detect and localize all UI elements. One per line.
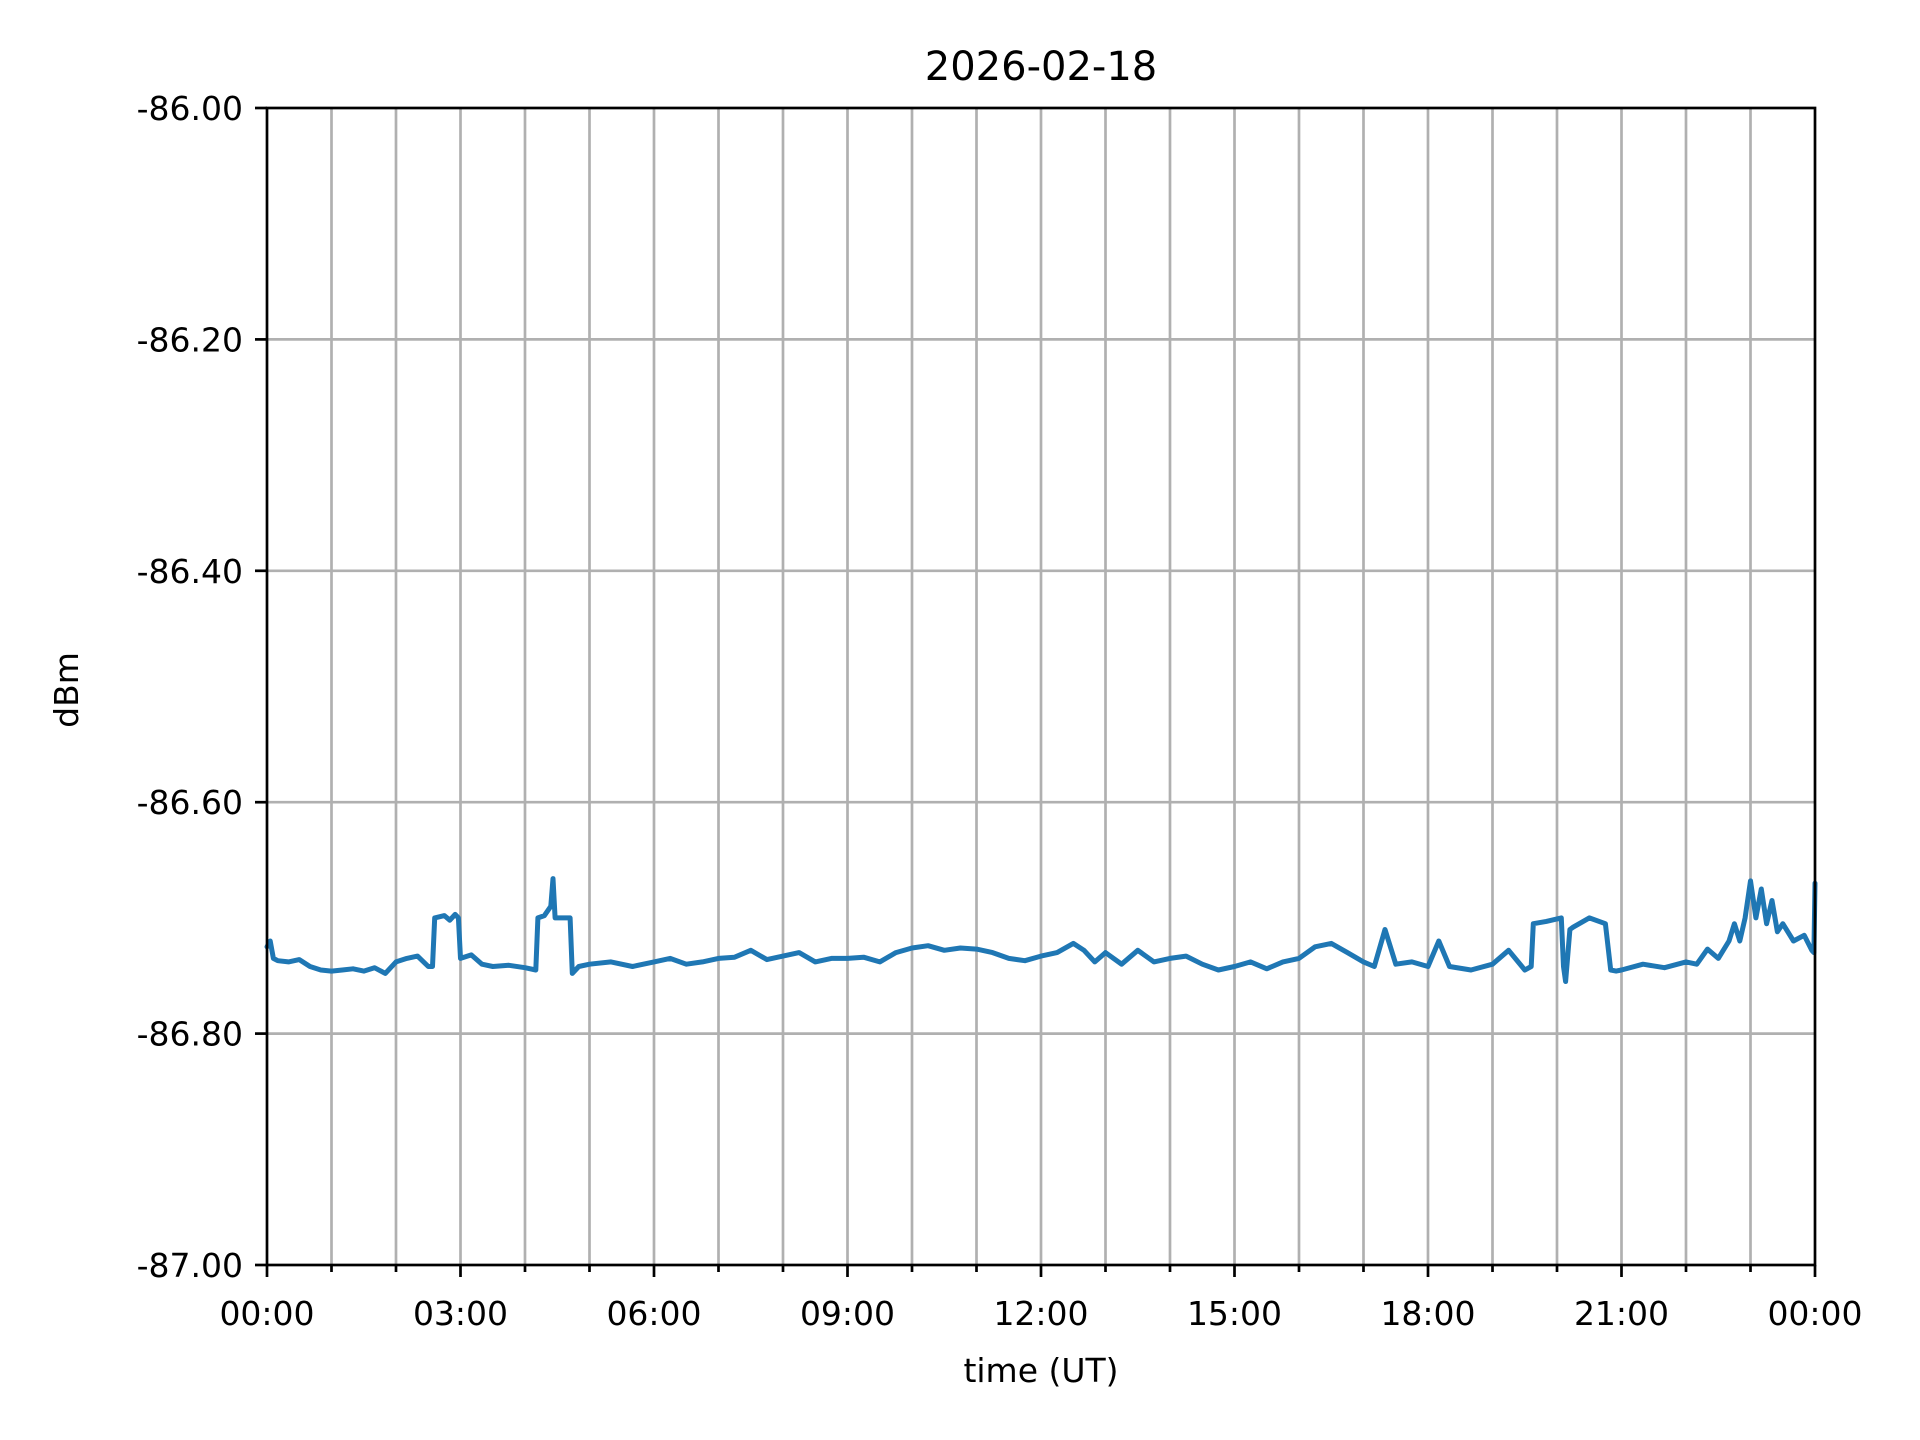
y-tick-label: -86.60 bbox=[137, 783, 243, 822]
x-tick-label: 12:00 bbox=[993, 1294, 1088, 1333]
y-tick-label: -86.40 bbox=[137, 552, 243, 591]
grid bbox=[267, 108, 1815, 1265]
y-axis-label: dBm bbox=[47, 652, 86, 728]
x-tick-label: 06:00 bbox=[606, 1294, 701, 1333]
y-tick-label: -86.20 bbox=[137, 320, 243, 359]
series-line bbox=[264, 876, 1818, 984]
y-axis: -86.00 -86.20 -86.40 -86.60 -86.80 -87.00 bbox=[137, 89, 267, 1285]
x-tick-label: 03:00 bbox=[413, 1294, 508, 1333]
y-tick-label: -86.80 bbox=[137, 1015, 243, 1054]
x-tick-label: 09:00 bbox=[800, 1294, 895, 1333]
x-tick-label: 15:00 bbox=[1187, 1294, 1282, 1333]
x-tick-label: 18:00 bbox=[1380, 1294, 1475, 1333]
chart-title: 2026-02-18 bbox=[925, 44, 1157, 90]
x-tick-label: 21:00 bbox=[1574, 1294, 1669, 1333]
y-tick-label: -86.00 bbox=[137, 89, 243, 128]
x-axis: 00:00 03:00 06:00 09:00 12:00 15:00 18:00 21:00… bbox=[219, 1265, 1863, 1333]
series-layer bbox=[264, 876, 1818, 984]
x-tick-label: 00:00 bbox=[219, 1294, 314, 1333]
y-tick-label: -87.00 bbox=[137, 1246, 243, 1285]
x-axis-label: time (UT) bbox=[963, 1351, 1118, 1390]
x-tick-label: 00:00 bbox=[1767, 1294, 1862, 1333]
